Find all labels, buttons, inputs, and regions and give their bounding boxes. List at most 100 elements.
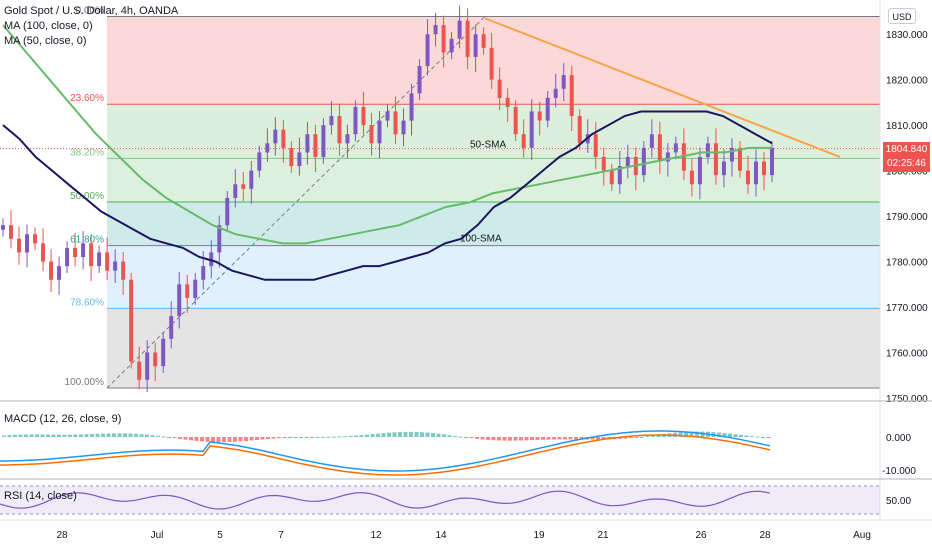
macd-histogram-bar [310, 437, 314, 438]
macd-histogram-bar [40, 434, 45, 437]
descending-trendline [484, 17, 841, 158]
price-tick-label: 1820.000 [886, 76, 928, 87]
moving-averages: 50-SMA 100-SMA [2, 24, 773, 281]
macd-histogram-bar [519, 437, 523, 441]
time-tick-label: 26 [695, 530, 707, 541]
fib-band [107, 245, 880, 309]
macd-title[interactable]: MACD (12, 26, close, 9) [4, 413, 122, 425]
macd-histogram-bar [634, 437, 639, 438]
macd-histogram-bar [348, 435, 353, 437]
candle-body [153, 352, 158, 367]
ma50-legend[interactable]: MA (50, close, 0) [4, 35, 87, 47]
candle-body [649, 134, 654, 148]
macd-histogram-bar [695, 431, 699, 437]
macd-histogram-bar [35, 434, 39, 437]
candle-body [369, 125, 374, 144]
price-tick-label: 1770.000 [886, 303, 928, 314]
candle-body [57, 266, 62, 280]
candle-body [129, 279, 134, 362]
rsi-band [0, 486, 880, 514]
fib-level-label: 100.00% [65, 377, 105, 388]
macd-histogram-bar [68, 434, 72, 437]
macd-histogram-bar [601, 437, 606, 440]
price-tick-label: 1810.000 [886, 121, 928, 132]
macd-histogram-bar [299, 437, 303, 438]
fib-anchor-line [106, 16, 486, 389]
candle-body [489, 47, 494, 80]
macd-histogram-bar [508, 437, 512, 441]
candle-body [449, 38, 454, 53]
macd-histogram-bar [359, 435, 364, 437]
candle-body [481, 34, 486, 48]
ma50-line [2, 110, 773, 281]
trendline-layer [484, 17, 841, 158]
currency-button[interactable]: USD [888, 8, 916, 24]
macd-histogram-bar [750, 436, 754, 438]
macd-histogram-bar [678, 432, 683, 437]
macd-histogram-bar [640, 436, 644, 438]
candle-body [145, 352, 150, 380]
candle-body [737, 147, 742, 171]
ma100-legend[interactable]: MA (100, close, 0) [4, 20, 93, 32]
candle-body [697, 156, 702, 185]
candle-body [409, 93, 414, 121]
macd-histogram-bar [480, 437, 485, 440]
macd-histogram-bar [255, 437, 259, 440]
macd-histogram-bar [431, 433, 435, 437]
macd-histogram-bar [722, 432, 727, 437]
time-tick-label: 7 [278, 530, 284, 541]
candle-body [529, 111, 534, 148]
candle-body [329, 116, 334, 126]
macd-histogram-bar [563, 437, 567, 440]
candle-body [673, 143, 678, 153]
candle-body [401, 120, 406, 135]
last-price-tag: 1804.840 02:25:46 [883, 142, 930, 172]
macd-histogram-bar [381, 433, 386, 437]
macd-histogram-bar [18, 434, 23, 437]
macd-histogram-bar [486, 437, 490, 440]
candle-body [233, 184, 238, 198]
candle-body [521, 134, 526, 148]
rsi-pane: 50.00 [0, 478, 932, 515]
last-price-value: 1804.840 [885, 144, 928, 155]
candle-body [601, 156, 606, 171]
macd-histogram-bar [200, 437, 204, 442]
candle-body [593, 134, 598, 157]
macd-histogram-bar [260, 437, 265, 440]
macd-histogram-bar [24, 434, 28, 437]
macd-histogram-bar [370, 434, 375, 437]
macd-histogram-bar [733, 434, 738, 437]
price-axis: 1750.000 1760.000 1770.000 1780.000 1790.000… [879, 0, 928, 520]
candle-body [569, 75, 574, 117]
time-tick-label: 5 [217, 530, 223, 541]
macd-histogram-bar [579, 437, 584, 440]
macd-histogram-bar [189, 437, 193, 441]
rsi-title[interactable]: RSI (14, close) [4, 490, 77, 502]
macd-histogram-bar [623, 437, 628, 439]
macd-histogram-bar [277, 437, 281, 439]
candle-body [33, 234, 38, 244]
candle-body [17, 238, 22, 253]
candle-body [457, 20, 462, 39]
macd-histogram-bar [249, 437, 254, 441]
macd-histogram-bar [156, 435, 160, 437]
macd-histogram-bar [150, 435, 155, 437]
macd-histogram-bar [271, 437, 276, 439]
candle-body [1, 225, 5, 230]
macd-histogram-bar [387, 432, 391, 437]
macd-histogram-bar [79, 434, 83, 437]
symbol-title[interactable]: Gold Spot / U.S. Dollar, 4h, OANDA [4, 5, 179, 17]
macd-histogram-bar [112, 433, 116, 437]
macd-histogram-bar [194, 437, 199, 441]
macd-histogram-bar [574, 437, 578, 440]
price-tick-label: 1800.000 [886, 167, 928, 178]
candle-body [193, 279, 198, 298]
macd-line [0, 430, 771, 472]
time-tick-label: Jul [151, 530, 164, 541]
macd-histogram-bar [337, 436, 342, 438]
macd-histogram-bar [13, 434, 17, 437]
macd-tick-label: -10.000 [882, 466, 916, 477]
macd-histogram-bar [766, 437, 771, 438]
